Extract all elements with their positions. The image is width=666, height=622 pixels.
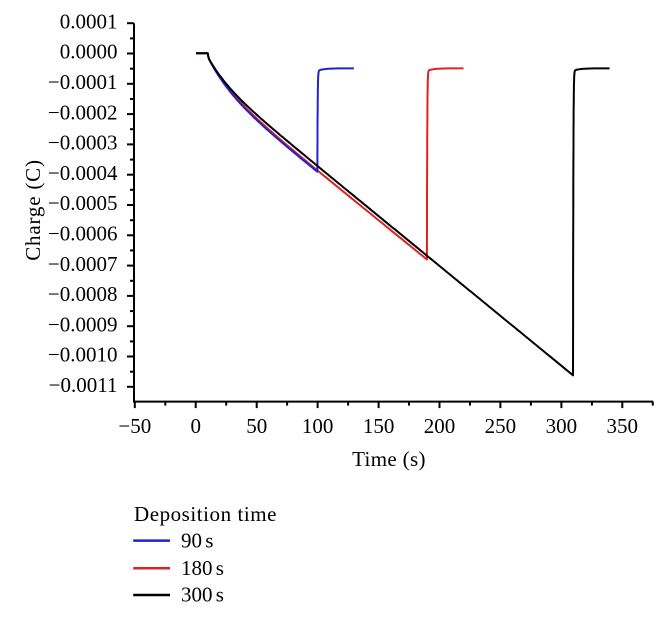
svg-text:Charge (C): Charge (C) <box>21 159 45 261</box>
svg-text:Time (s): Time (s) <box>352 447 426 471</box>
svg-text:200: 200 <box>424 414 456 438</box>
svg-text:350: 350 <box>607 414 639 438</box>
svg-text:−0.0009: −0.0009 <box>48 312 118 336</box>
svg-text:300: 300 <box>546 414 578 438</box>
svg-text:−0.0011: −0.0011 <box>49 373 118 397</box>
svg-text:−0.0007: −0.0007 <box>48 252 118 276</box>
svg-text:−0.0001: −0.0001 <box>48 70 118 94</box>
svg-text:−0.0010: −0.0010 <box>48 343 118 367</box>
svg-text:−0.0005: −0.0005 <box>48 191 118 215</box>
svg-text:−0.0002: −0.0002 <box>48 100 118 124</box>
svg-text:−0.0008: −0.0008 <box>48 282 118 306</box>
svg-text:250: 250 <box>485 414 517 438</box>
svg-text:0: 0 <box>190 414 201 438</box>
svg-text:0.0000: 0.0000 <box>60 40 118 64</box>
svg-text:Deposition time: Deposition time <box>134 502 277 526</box>
svg-text:100: 100 <box>302 414 334 438</box>
svg-text:150: 150 <box>363 414 395 438</box>
svg-text:−0.0003: −0.0003 <box>48 131 118 155</box>
svg-text:50: 50 <box>246 414 267 438</box>
svg-text:−0.0004: −0.0004 <box>48 161 118 185</box>
svg-text:−0.0006: −0.0006 <box>48 222 118 246</box>
svg-text:90s: 90 s <box>181 529 213 553</box>
svg-text:−50: −50 <box>118 414 151 438</box>
svg-text:0.0001: 0.0001 <box>60 9 118 33</box>
